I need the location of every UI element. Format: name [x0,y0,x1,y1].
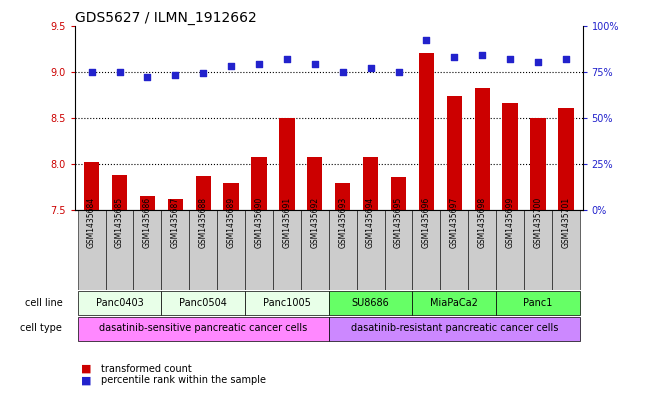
Point [198,70,208,77]
Point [254,61,264,67]
Text: GSM1435684: GSM1435684 [87,197,96,248]
Point [477,52,488,58]
Point [533,59,543,66]
Point [505,55,516,62]
Bar [84,162,99,393]
Text: GSM1435687: GSM1435687 [171,197,180,248]
Bar [112,174,127,393]
Bar [385,209,413,290]
Bar [217,209,245,290]
Point [337,68,348,75]
Text: Panc0403: Panc0403 [96,298,143,308]
Text: GSM1435701: GSM1435701 [561,197,570,248]
Bar [468,209,496,290]
Text: Panc1005: Panc1005 [263,298,311,308]
Bar [496,292,580,315]
Bar [161,209,189,290]
Bar [363,157,378,393]
Text: percentile rank within the sample: percentile rank within the sample [101,375,266,386]
Text: dasatinib-sensitive pancreatic cancer cells: dasatinib-sensitive pancreatic cancer ce… [99,323,307,333]
Bar [77,317,329,341]
Bar [279,118,294,393]
Bar [273,209,301,290]
Bar [503,103,518,393]
Bar [440,209,468,290]
Text: GSM1435696: GSM1435696 [422,197,431,248]
Text: GSM1435697: GSM1435697 [450,197,459,248]
Point [226,63,236,69]
Text: GSM1435689: GSM1435689 [227,197,236,248]
Bar [413,209,440,290]
Point [421,37,432,43]
Bar [496,209,524,290]
Bar [307,157,322,393]
Point [142,74,152,80]
Point [170,72,180,78]
Bar [301,209,329,290]
Text: GSM1435686: GSM1435686 [143,197,152,248]
Bar [195,176,211,393]
Bar [245,292,329,315]
Text: Panc1: Panc1 [523,298,553,308]
Bar [168,200,183,393]
Bar [419,53,434,393]
Bar [329,317,580,341]
Bar [251,157,267,393]
Text: GSM1435699: GSM1435699 [506,197,514,248]
Bar [329,292,413,315]
Bar [391,177,406,393]
Bar [357,209,385,290]
Bar [413,292,496,315]
Text: GSM1435693: GSM1435693 [339,197,347,248]
Text: GSM1435691: GSM1435691 [283,197,292,248]
Text: cell type: cell type [20,323,62,333]
Bar [161,292,245,315]
Bar [335,183,350,393]
Bar [189,209,217,290]
Text: GSM1435692: GSM1435692 [311,197,319,248]
Text: GSM1435695: GSM1435695 [394,197,403,248]
Text: GSM1435698: GSM1435698 [478,197,487,248]
Bar [558,108,574,393]
Text: Panc0504: Panc0504 [179,298,227,308]
Bar [223,183,239,393]
Bar [245,209,273,290]
Text: ■: ■ [81,364,92,374]
Text: ■: ■ [81,375,92,386]
Point [561,55,571,62]
Point [449,54,460,60]
Bar [77,209,105,290]
Bar [329,209,357,290]
Text: GSM1435700: GSM1435700 [534,197,542,248]
Bar [475,88,490,393]
Bar [77,292,161,315]
Text: GSM1435688: GSM1435688 [199,197,208,248]
Bar [133,209,161,290]
Bar [524,209,552,290]
Point [115,68,125,75]
Point [282,55,292,62]
Point [393,68,404,75]
Text: MiaPaCa2: MiaPaCa2 [430,298,478,308]
Text: cell line: cell line [25,298,62,308]
Bar [531,118,546,393]
Bar [447,96,462,393]
Text: GDS5627 / ILMN_1912662: GDS5627 / ILMN_1912662 [75,11,256,24]
Point [310,61,320,67]
Text: transformed count: transformed count [101,364,191,374]
Bar [140,196,155,393]
Text: GSM1435685: GSM1435685 [115,197,124,248]
Text: GSM1435694: GSM1435694 [366,197,375,248]
Text: GSM1435690: GSM1435690 [255,197,264,248]
Text: dasatinib-resistant pancreatic cancer cells: dasatinib-resistant pancreatic cancer ce… [351,323,558,333]
Bar [552,209,580,290]
Point [87,68,97,75]
Point [365,65,376,71]
Bar [105,209,133,290]
Text: SU8686: SU8686 [352,298,389,308]
